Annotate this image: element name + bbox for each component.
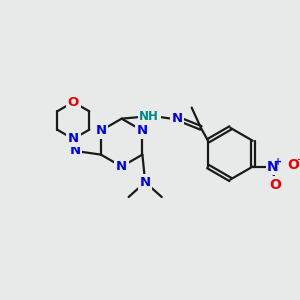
Text: O: O — [269, 178, 281, 192]
Text: NH: NH — [140, 110, 159, 123]
Text: N: N — [267, 160, 279, 174]
Text: N: N — [70, 144, 81, 158]
Text: N: N — [68, 132, 79, 146]
Text: −: − — [297, 155, 300, 165]
Text: +: + — [274, 157, 283, 167]
Text: O: O — [287, 158, 299, 172]
Text: N: N — [95, 124, 106, 137]
Text: O: O — [68, 96, 79, 109]
Text: N: N — [171, 112, 182, 125]
Text: N: N — [140, 176, 151, 189]
Text: N: N — [137, 124, 148, 137]
Text: N: N — [116, 160, 127, 173]
